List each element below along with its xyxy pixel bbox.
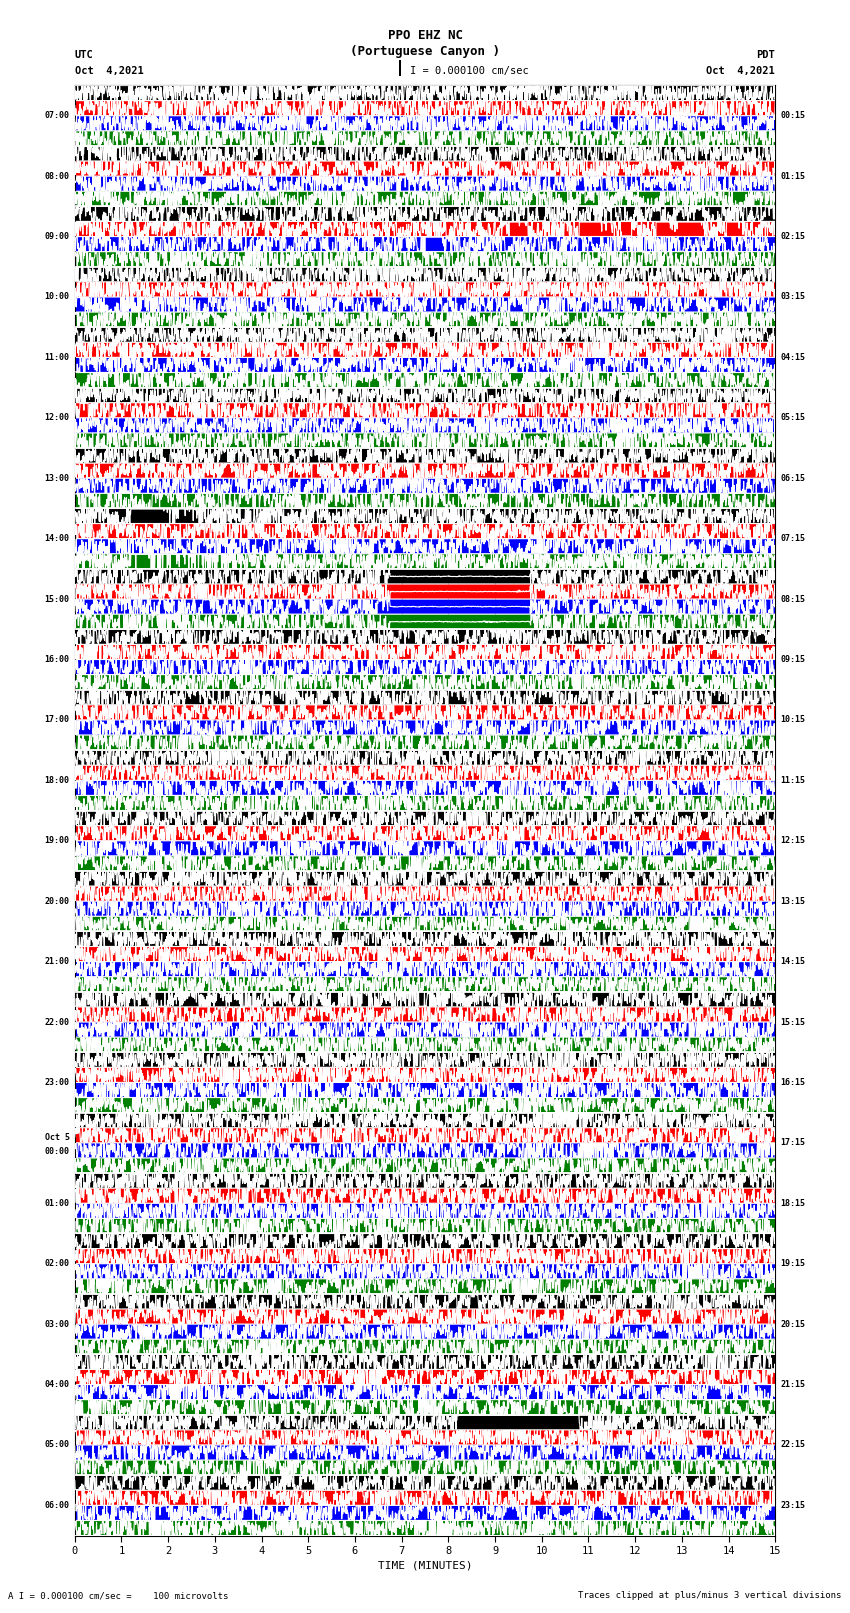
Text: 00:15: 00:15: [780, 111, 805, 121]
Text: 19:15: 19:15: [780, 1260, 805, 1268]
Text: 08:00: 08:00: [45, 171, 70, 181]
Text: 21:00: 21:00: [45, 957, 70, 966]
Text: 10:15: 10:15: [780, 716, 805, 724]
Text: PDT: PDT: [756, 50, 775, 60]
Text: 06:15: 06:15: [780, 474, 805, 482]
Text: 23:15: 23:15: [780, 1500, 805, 1510]
Text: 20:15: 20:15: [780, 1319, 805, 1329]
Text: 15:00: 15:00: [45, 595, 70, 603]
Text: 01:15: 01:15: [780, 171, 805, 181]
Text: Oct  4,2021: Oct 4,2021: [706, 66, 775, 76]
Text: 08:15: 08:15: [780, 595, 805, 603]
Text: 13:15: 13:15: [780, 897, 805, 905]
Text: 15:15: 15:15: [780, 1018, 805, 1026]
Text: 20:00: 20:00: [45, 897, 70, 905]
Text: I = 0.000100 cm/sec: I = 0.000100 cm/sec: [410, 66, 529, 76]
Text: 22:15: 22:15: [780, 1440, 805, 1450]
Text: 16:00: 16:00: [45, 655, 70, 665]
Text: 22:00: 22:00: [45, 1018, 70, 1026]
Text: A I = 0.000100 cm/sec =    100 microvolts: A I = 0.000100 cm/sec = 100 microvolts: [8, 1590, 229, 1600]
Text: 02:15: 02:15: [780, 232, 805, 240]
Text: 04:15: 04:15: [780, 353, 805, 361]
Text: Oct 5: Oct 5: [45, 1132, 70, 1142]
Text: 09:15: 09:15: [780, 655, 805, 665]
Text: 11:15: 11:15: [780, 776, 805, 786]
Text: 18:15: 18:15: [780, 1198, 805, 1208]
Text: 21:15: 21:15: [780, 1381, 805, 1389]
Text: PPO EHZ NC: PPO EHZ NC: [388, 29, 462, 42]
Text: 17:00: 17:00: [45, 716, 70, 724]
Text: 06:00: 06:00: [45, 1500, 70, 1510]
Text: Oct  4,2021: Oct 4,2021: [75, 66, 144, 76]
Text: 07:15: 07:15: [780, 534, 805, 544]
Text: 11:00: 11:00: [45, 353, 70, 361]
Text: 03:00: 03:00: [45, 1319, 70, 1329]
Text: UTC: UTC: [75, 50, 94, 60]
Text: 14:15: 14:15: [780, 957, 805, 966]
Text: 05:15: 05:15: [780, 413, 805, 423]
Text: 13:00: 13:00: [45, 474, 70, 482]
Text: 12:15: 12:15: [780, 836, 805, 845]
Text: 07:00: 07:00: [45, 111, 70, 121]
Text: 14:00: 14:00: [45, 534, 70, 544]
Text: 19:00: 19:00: [45, 836, 70, 845]
Text: 05:00: 05:00: [45, 1440, 70, 1450]
Text: 01:00: 01:00: [45, 1198, 70, 1208]
Text: 12:00: 12:00: [45, 413, 70, 423]
Text: 04:00: 04:00: [45, 1381, 70, 1389]
Text: 03:15: 03:15: [780, 292, 805, 302]
Text: Traces clipped at plus/minus 3 vertical divisions: Traces clipped at plus/minus 3 vertical …: [578, 1590, 842, 1600]
Text: 16:15: 16:15: [780, 1077, 805, 1087]
Text: 02:00: 02:00: [45, 1260, 70, 1268]
Text: 17:15: 17:15: [780, 1139, 805, 1147]
Text: 23:00: 23:00: [45, 1077, 70, 1087]
Text: 00:00: 00:00: [45, 1147, 70, 1157]
Text: (Portuguese Canyon ): (Portuguese Canyon ): [350, 45, 500, 58]
Text: 10:00: 10:00: [45, 292, 70, 302]
Text: 18:00: 18:00: [45, 776, 70, 786]
X-axis label: TIME (MINUTES): TIME (MINUTES): [377, 1560, 473, 1569]
Text: 09:00: 09:00: [45, 232, 70, 240]
